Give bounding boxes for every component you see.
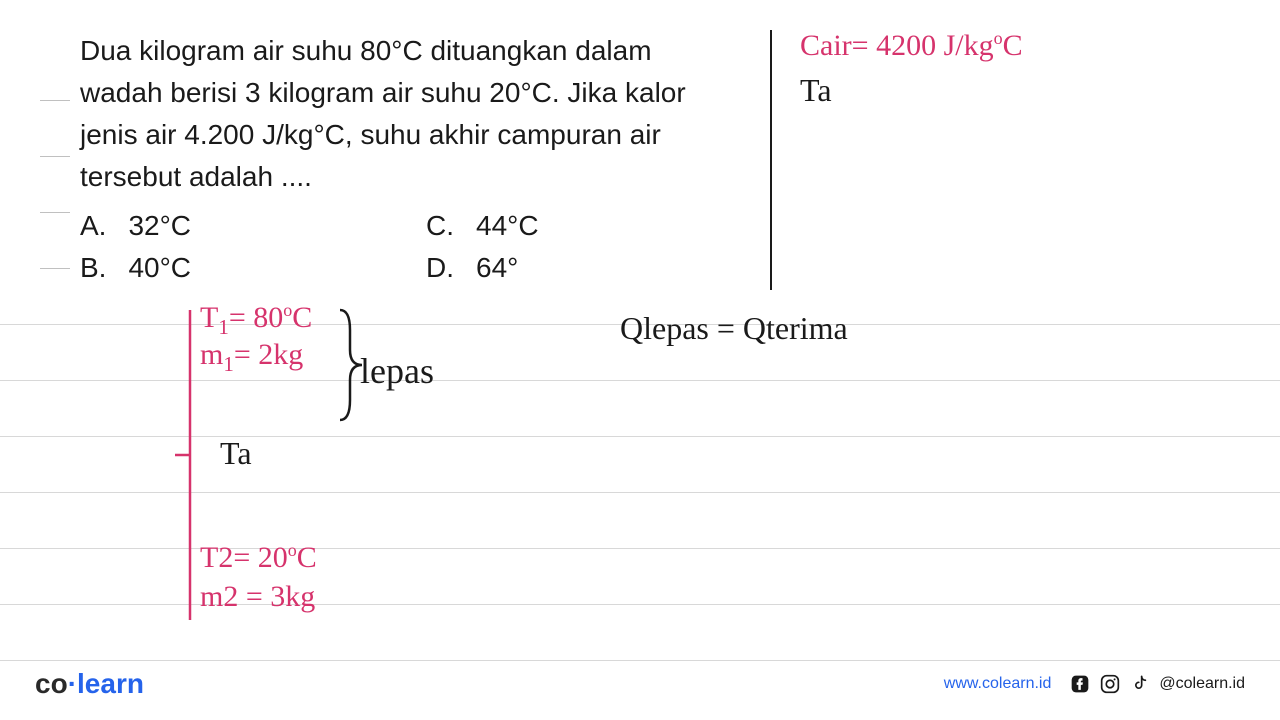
handwriting-ta-top: Ta: [800, 72, 832, 109]
option-c-letter: C.: [426, 210, 454, 242]
option-d: D. 64°: [426, 252, 539, 284]
logo-learn: learn: [77, 668, 144, 699]
handwriting-lepas: lepas: [360, 350, 434, 392]
social-handle: @colearn.id: [1159, 675, 1245, 693]
options-col-left: A. 32°C B. 40°C: [80, 210, 191, 284]
option-c: C. 44°C: [426, 210, 539, 242]
handwriting-equation: Qlepas = Qterima: [620, 310, 848, 347]
handwriting-ta-mid: Ta: [220, 435, 252, 472]
footer: co·learn www.colearn.id @colearn.id: [0, 668, 1280, 700]
option-a-letter: A.: [80, 210, 106, 242]
vertical-divider: [770, 30, 772, 290]
facebook-icon: [1069, 673, 1091, 695]
handwriting-m1: m1= 2kg: [200, 338, 303, 377]
option-b-letter: B.: [80, 252, 106, 284]
option-d-value: 64°: [476, 252, 518, 284]
question-text: Dua kilogram air suhu 80°C dituangkan da…: [80, 30, 740, 198]
handwriting-t2: T2= 20oC: [200, 540, 317, 575]
option-b-value: 40°C: [128, 252, 191, 284]
logo-co: co: [35, 668, 68, 699]
option-c-value: 44°C: [476, 210, 539, 242]
options-col-right: C. 44°C D. 64°: [426, 210, 539, 284]
social-icons: @colearn.id: [1069, 673, 1245, 695]
tiktok-icon: [1129, 673, 1151, 695]
answer-options: A. 32°C B. 40°C C. 44°C D. 64°: [80, 210, 539, 284]
handwriting-t1: T1= 80oC: [200, 300, 312, 340]
colearn-logo: co·learn: [35, 668, 144, 700]
instagram-icon: [1099, 673, 1121, 695]
option-b: B. 40°C: [80, 252, 191, 284]
logo-dot: ·: [68, 668, 77, 699]
footer-right: www.colearn.id @colearn.id: [944, 673, 1245, 695]
option-a: A. 32°C: [80, 210, 191, 242]
option-a-value: 32°C: [128, 210, 191, 242]
option-d-letter: D.: [426, 252, 454, 284]
handwriting-cair: Cair= 4200 J/kgoC: [800, 28, 1023, 63]
footer-url: www.colearn.id: [944, 675, 1052, 693]
handwriting-m2: m2 = 3kg: [200, 580, 315, 614]
